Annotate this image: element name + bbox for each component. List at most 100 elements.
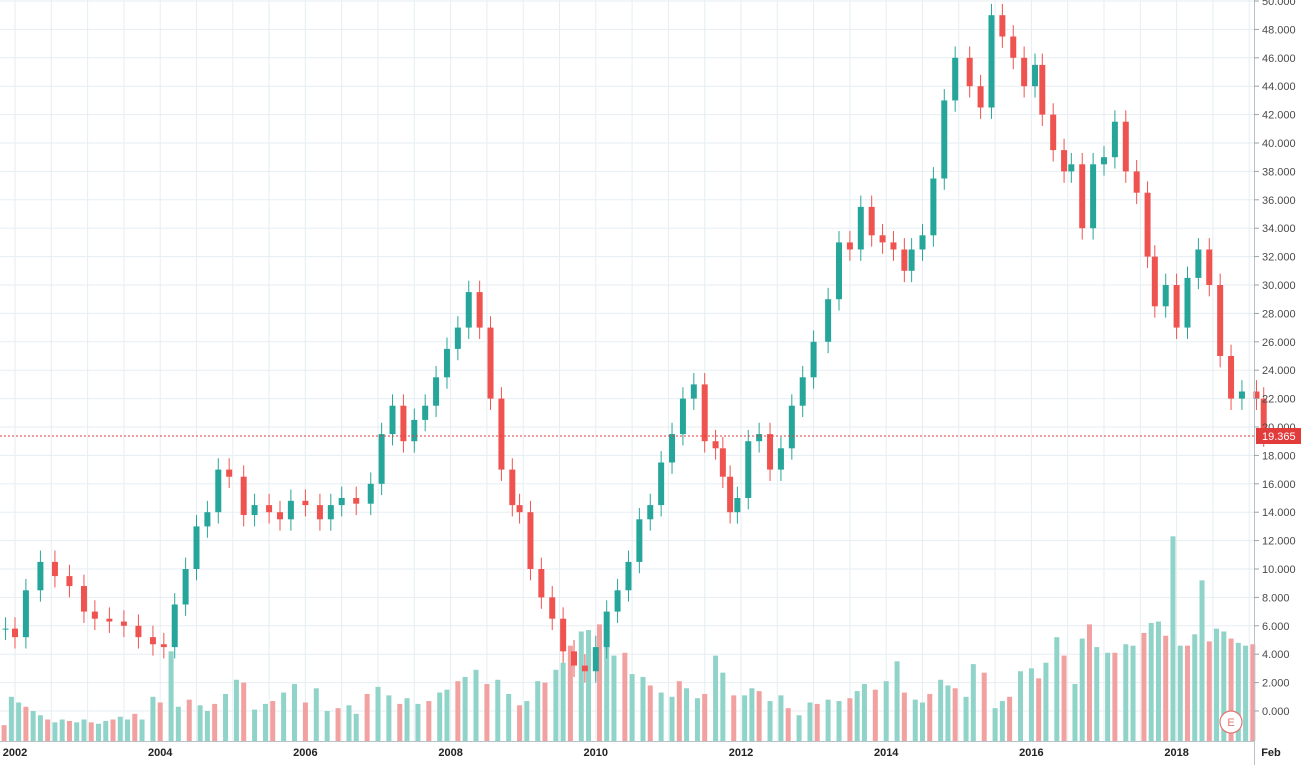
volume-bar [324, 711, 330, 741]
price-tick-label: 38.000 [1262, 166, 1296, 178]
price-tick-label: 34.000 [1262, 223, 1296, 235]
event-marker[interactable]: E [1219, 710, 1243, 734]
candle-body [287, 500, 294, 520]
candle-body [1010, 36, 1017, 58]
candle-body [22, 590, 29, 638]
candle-body [2, 628, 9, 630]
volume-bar [175, 706, 181, 741]
volume-bar [847, 698, 853, 741]
volume-bar [150, 696, 156, 741]
candle-body [810, 341, 817, 378]
candle-body [890, 242, 897, 250]
volume-bar [785, 708, 791, 741]
event-marker-circle[interactable] [1219, 710, 1243, 734]
candle-body [1217, 285, 1224, 356]
candle-body [327, 505, 334, 520]
candle-body [1021, 57, 1028, 87]
volume-bar [1061, 655, 1067, 741]
volume-bar [872, 689, 878, 741]
candle-body [1133, 171, 1140, 193]
price-tick-label: 14.000 [1262, 507, 1296, 519]
volume-bar [1086, 624, 1092, 741]
volume-bar [1018, 671, 1024, 741]
candle-body [182, 569, 189, 605]
volume-bar [132, 713, 138, 741]
candle-body [251, 505, 258, 516]
volume-bar [23, 706, 29, 741]
price-tick-label: 40.000 [1262, 138, 1296, 150]
volume-bar [517, 705, 523, 741]
volume-bar [963, 696, 969, 741]
candle-body [719, 448, 726, 477]
price-axis[interactable]: 0.000 2.000 4.000 6.000 8.000 10.000 12.000 14.… [1254, 0, 1296, 718]
price-tick-label: 24.000 [1262, 365, 1296, 377]
volume-bar [186, 699, 192, 741]
volume-bar [894, 661, 900, 741]
volume-bar [444, 689, 450, 741]
volume-bar [1228, 638, 1234, 741]
volume-bar [778, 695, 784, 741]
time-axis[interactable]: 2002 2004 2006 2008 2010 2012 2014 2016 2018 Feb [3, 747, 1281, 759]
volume-bar [796, 715, 802, 741]
candle-body [647, 505, 654, 520]
time-tick-label: 2008 [438, 747, 462, 759]
price-tick-label: 10.000 [1262, 564, 1296, 576]
candle-body [80, 586, 87, 612]
volume-bar [713, 655, 719, 741]
price-tick-label: 46.000 [1262, 53, 1296, 65]
time-tick-label: 2002 [3, 747, 27, 759]
volume-bar [241, 682, 247, 741]
candle-body [1111, 121, 1118, 158]
volume-bar [103, 720, 109, 741]
candle-body [560, 618, 567, 652]
price-tick-label: 4.000 [1262, 649, 1290, 661]
price-tick-label: 6.000 [1262, 621, 1290, 633]
volume-bar [139, 719, 145, 741]
candle-body [712, 441, 719, 449]
volume-bar [553, 669, 559, 741]
volume-bar [212, 703, 218, 741]
volume-bar [1007, 696, 1013, 741]
volume-bar [669, 696, 675, 741]
candle-body [636, 519, 643, 562]
candle-body [879, 235, 886, 243]
volume-bar [1221, 631, 1227, 741]
candle-body [1228, 356, 1235, 399]
candle-body [266, 505, 273, 513]
volume-bar [970, 664, 976, 741]
price-tick-label: 18.000 [1262, 450, 1296, 462]
volume-bar [1163, 635, 1169, 741]
candle-body [658, 462, 665, 506]
volume-bar [927, 693, 933, 741]
volume-bar [270, 701, 276, 741]
candle-body [120, 621, 127, 626]
volume-bar [455, 681, 461, 741]
price-tick-label: 44.000 [1262, 81, 1296, 93]
volume-bar [535, 681, 541, 741]
volume-bar [524, 701, 530, 741]
volume-bar [37, 715, 43, 741]
candle-body [215, 469, 222, 513]
price-candles [2, 3, 1267, 683]
candle-body [400, 405, 407, 442]
volume-bar [1155, 621, 1161, 741]
candle-body [1050, 114, 1057, 151]
candle-body [509, 469, 516, 506]
candle-body [476, 292, 483, 328]
volume-bar [604, 641, 610, 741]
volume-bar [578, 631, 584, 741]
volume-bar [426, 701, 432, 741]
candle-body [857, 206, 864, 250]
candle-body [1253, 391, 1260, 399]
time-tick-label: 2006 [293, 747, 317, 759]
price-tick-label: 12.000 [1262, 536, 1296, 548]
candle-body [952, 57, 959, 101]
volume-bar [658, 692, 664, 741]
last-price-text: 19.365 [1262, 431, 1296, 443]
candle-body [701, 384, 708, 442]
volume-bar [1235, 642, 1241, 741]
candle-body [1162, 285, 1169, 307]
candle-body [378, 434, 385, 484]
volume-bar [854, 691, 860, 741]
